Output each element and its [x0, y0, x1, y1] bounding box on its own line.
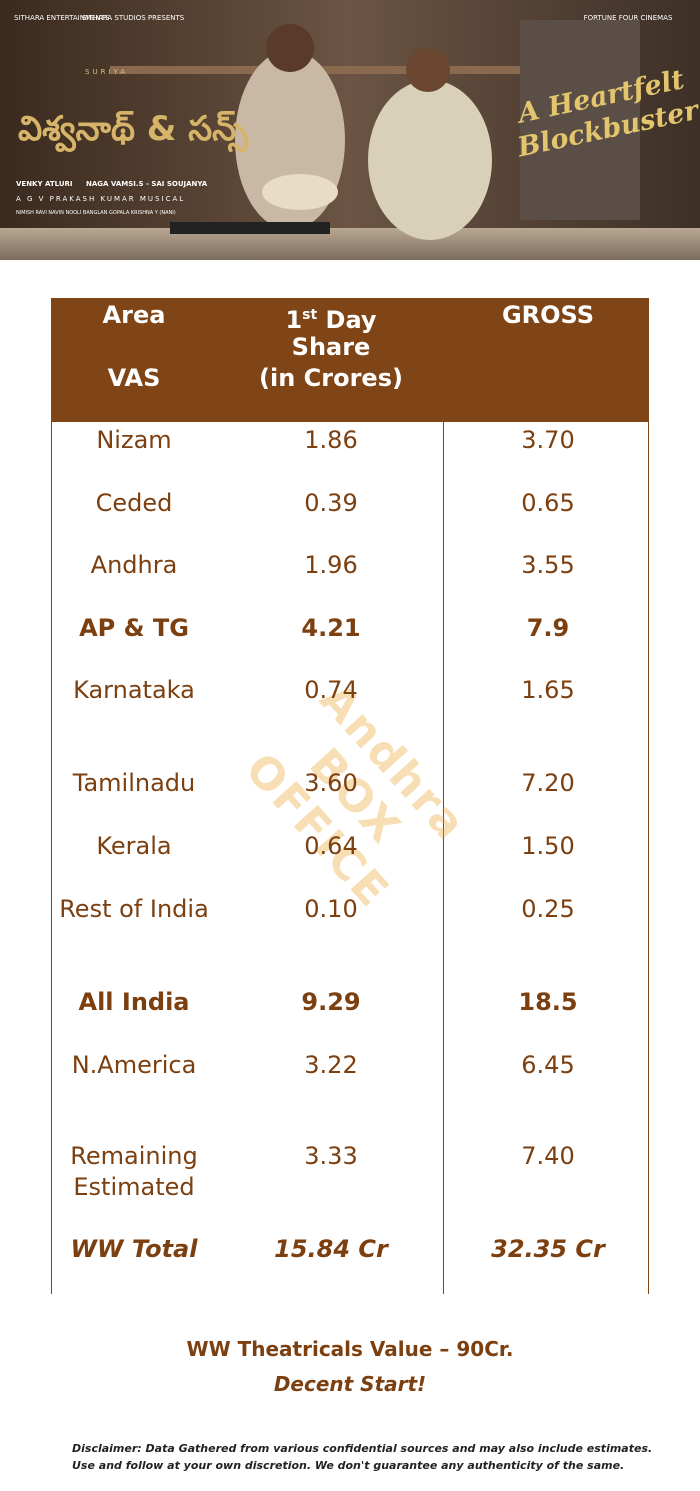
- table-cell: Andhra: [90, 551, 178, 579]
- table-cell: 18.5: [518, 988, 578, 1016]
- header-text: Day: [317, 306, 377, 334]
- table-cell: 0.25: [521, 895, 575, 923]
- table-cell: 3.70: [521, 426, 575, 454]
- logo: FORTUNE FOUR CINEMAS: [584, 14, 673, 22]
- table-cell: 1.50: [521, 832, 575, 860]
- table-cell: 0.74: [304, 676, 358, 704]
- table-cell: Ceded: [95, 489, 173, 517]
- table-cell: 1.65: [521, 676, 575, 704]
- table-cell: 3.22: [304, 1051, 358, 1079]
- table-border: [648, 422, 649, 1294]
- header-cell: (in Crores): [259, 364, 403, 392]
- table-cell: 0.39: [304, 489, 358, 517]
- table-cell: Nizam: [96, 426, 172, 454]
- verdict: Decent Start!: [273, 1372, 427, 1396]
- header-text: 1: [285, 306, 303, 334]
- table-border: [51, 422, 52, 1294]
- poster-banner: SITHARA ENTERTAINMENTS SITHARA STUDIOS P…: [0, 0, 700, 260]
- table-cell: 0.65: [521, 489, 575, 517]
- credit: VENKY ATLURI: [16, 180, 73, 188]
- table-cell: 3.55: [521, 551, 575, 579]
- table-cell: 0.64: [304, 832, 358, 860]
- table-cell: 3.33: [304, 1142, 358, 1170]
- header-cell: Area: [102, 301, 166, 329]
- table-cell: Kerala: [96, 832, 172, 860]
- logo: SITHARA STUDIOS PRESENTS: [82, 14, 185, 22]
- header-sup: st: [302, 307, 318, 323]
- table-cell: AP & TG: [79, 614, 189, 642]
- table-cell: WW Total: [70, 1235, 198, 1263]
- film-title: విశ్వనాథ్ & సన్స్: [18, 109, 249, 153]
- table-cell: Rest of India: [59, 895, 209, 923]
- table-cell: 3.60: [304, 769, 358, 797]
- header-cell: GROSS: [501, 301, 595, 329]
- table-cell: 0.10: [304, 895, 358, 923]
- credit: NIMISH RAVI NAVIN NOOLI BANGLAN GOPALA K…: [16, 210, 176, 216]
- table-header: Area VAS 1st Day Share (in Crores) GROSS: [51, 298, 649, 422]
- credit: NAGA VAMSI.S - SAI SOUJANYA: [86, 180, 208, 188]
- table-cell: Tamilnadu: [72, 769, 196, 797]
- table-cell: 32.35 Cr: [491, 1235, 605, 1263]
- star-name: SURIYA: [85, 68, 128, 76]
- table-cell: All India: [78, 988, 190, 1016]
- table-cell: 7.40: [521, 1142, 575, 1170]
- disclaimer: Disclaimer: Data Gathered from various c…: [72, 1442, 653, 1472]
- table-cell: N.America: [71, 1051, 197, 1079]
- table-cell: 6.45: [521, 1051, 575, 1079]
- table-cell: 7.9: [526, 614, 570, 642]
- header-cell: 1st Day: [241, 300, 421, 336]
- column-divider: [443, 422, 444, 1294]
- header-cell: Share: [291, 333, 371, 361]
- table-cell: 1.86: [304, 426, 358, 454]
- table-cell: 4.21: [301, 614, 361, 642]
- table-cell: 1.96: [304, 551, 358, 579]
- table-cell: Remaining Estimated: [70, 1142, 198, 1201]
- theatrical-value: WW Theatricals Value – 90Cr.: [186, 1337, 514, 1361]
- table-cell: 15.84 Cr: [274, 1235, 388, 1263]
- table-cell: 7.20: [521, 769, 575, 797]
- table-cell: 9.29: [301, 988, 361, 1016]
- logo: SITHARA ENTERTAINMENTS: [14, 14, 110, 22]
- header-cell: VAS: [107, 364, 161, 392]
- credit: A G V PRAKASH KUMAR MUSICAL: [16, 195, 185, 203]
- table-cell: Karnataka: [73, 676, 195, 704]
